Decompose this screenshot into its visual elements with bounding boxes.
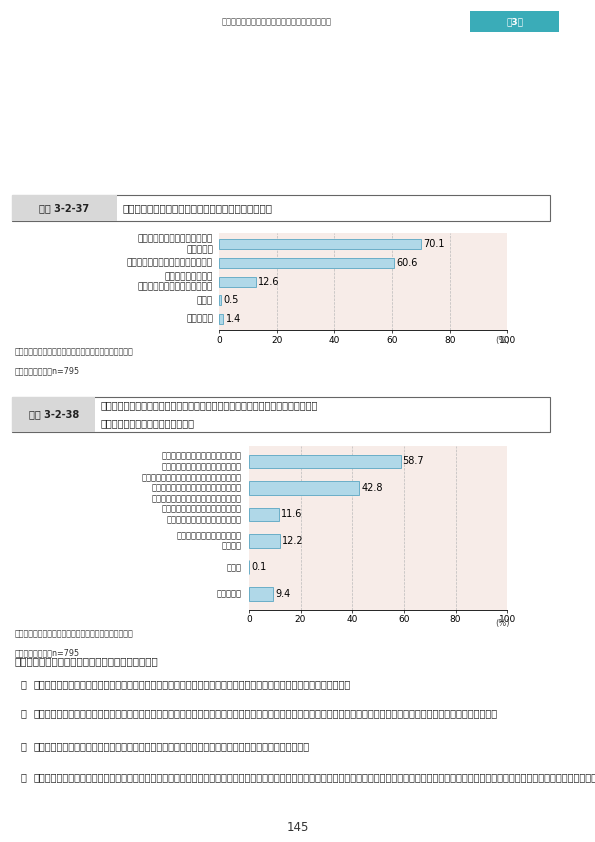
- Bar: [249, 508, 279, 521]
- Text: いかなる理由でも開示しては
いけない: いかなる理由でも開示しては いけない: [177, 531, 242, 551]
- Text: 60.6: 60.6: [396, 258, 418, 268]
- Bar: [219, 277, 255, 286]
- Bar: [219, 239, 421, 249]
- Text: ・: ・: [20, 708, 26, 718]
- Text: ｜: ｜: [472, 17, 478, 26]
- Bar: [249, 534, 280, 548]
- Text: わからない: わからない: [186, 315, 213, 323]
- Text: 12.2: 12.2: [283, 536, 304, 546]
- Text: 注：複数回答、n=795: 注：複数回答、n=795: [15, 366, 80, 376]
- FancyBboxPatch shape: [470, 11, 559, 32]
- Text: 0.5: 0.5: [223, 296, 239, 306]
- Bar: [249, 455, 400, 468]
- Text: (%): (%): [496, 619, 510, 628]
- Text: その他: その他: [227, 562, 242, 572]
- Text: 資料：国土交通省「土地問題に関する国民の意識調査」: 資料：国土交通省「土地問題に関する国民の意識調査」: [15, 629, 134, 638]
- Text: ・: ・: [20, 741, 26, 751]
- Text: 1.4: 1.4: [226, 314, 241, 324]
- Text: 「一般に開示されてはいけない」と回答した者にどういった主体に対してであれば: 「一般に開示されてはいけない」と回答した者にどういった主体に対してであれば: [101, 401, 318, 410]
- Text: 一般への開示に反対の者でも、「行政機関に対して（公共事業のために必要があるときに）」や「地域の自治会等に対して（害悪が発生し、所有者に連絡をとる必要があるときに: 一般への開示に反対の者でも、「行政機関に対して（公共事業のために必要があるときに…: [34, 772, 595, 782]
- Bar: [219, 258, 394, 268]
- Text: 図表 3-2-37: 図表 3-2-37: [39, 203, 89, 213]
- Text: 注：複数回答、n=795: 注：複数回答、n=795: [15, 648, 80, 658]
- Text: (%): (%): [496, 336, 510, 345]
- Text: 9.4: 9.4: [275, 589, 290, 599]
- Text: （土地所有者情報の開示に対する考察結果まとめ）: （土地所有者情報の開示に対する考察結果まとめ）: [15, 656, 159, 666]
- Text: 民間事業者に対して（地域の再開発
事業のために必要があるときに）: 民間事業者に対して（地域の再開発 事業のために必要があるときに）: [162, 504, 242, 524]
- Text: その他: その他: [197, 296, 213, 305]
- Text: 「一般に開示されてはいけない」と回答した者の理由: 「一般に開示されてはいけない」と回答した者の理由: [123, 203, 273, 213]
- Text: 地域の自治会等に対して（土地が放置され、
管理されないことにより害悪が発生し、
所有者に連絡をとる必要があるときに）: 地域の自治会等に対して（土地が放置され、 管理されないことにより害悪が発生し、 …: [142, 473, 242, 503]
- Text: 11.6: 11.6: [281, 509, 302, 520]
- Text: 145: 145: [286, 821, 309, 834]
- Text: 58.7: 58.7: [403, 456, 424, 466]
- Text: わからない: わからない: [217, 589, 242, 599]
- Bar: [219, 314, 223, 324]
- FancyBboxPatch shape: [12, 195, 550, 221]
- Text: 42.8: 42.8: [362, 483, 383, 493]
- Text: ・: ・: [20, 679, 26, 689]
- Text: 開示してよいかの質問に対する結果: 開示してよいかの質問に対する結果: [101, 418, 195, 428]
- Text: 土地の所有者情報の
開示にメリットを感じないため: 土地の所有者情報の 開示にメリットを感じないため: [138, 272, 213, 291]
- Text: 開示されてもよい理由は「土地が放置され、管理されないことにより害悪が発生した場合、所有者に連絡を取る必要があるため」とする回答が約７割と最も高い結果となった。: 開示されてもよい理由は「土地が放置され、管理されないことにより害悪が発生した場合…: [34, 708, 498, 718]
- FancyBboxPatch shape: [12, 397, 550, 432]
- Text: 第3章: 第3章: [506, 17, 523, 26]
- FancyBboxPatch shape: [12, 195, 117, 221]
- Text: 他方、開示に反対の者の理由は、プライバシーの侵害とトラブルが起きることを懸念している点にある。: 他方、開示に反対の者の理由は、プライバシーの侵害とトラブルが起きることを懸念して…: [34, 741, 310, 751]
- Text: 所有者不明土地問題を取り巻く国民の意識と対応: 所有者不明土地問題を取り巻く国民の意識と対応: [221, 17, 331, 26]
- Bar: [219, 296, 221, 305]
- Text: 行政機関に対して（道路や公園等の
公共事業のため必要があるときに）: 行政機関に対して（道路や公園等の 公共事業のため必要があるときに）: [162, 452, 242, 472]
- Bar: [249, 587, 273, 600]
- Text: トラブルが起きると予想されるため: トラブルが起きると予想されるため: [127, 258, 213, 268]
- Text: ・: ・: [20, 772, 26, 782]
- Text: 資料：国土交通省「土地問題に関する国民の意識調査」: 資料：国土交通省「土地問題に関する国民の意識調査」: [15, 347, 134, 356]
- Text: 12.6: 12.6: [258, 277, 279, 286]
- FancyBboxPatch shape: [12, 397, 95, 432]
- Text: プライバシーの侵害にあたると
考えるため: プライバシーの侵害にあたると 考えるため: [138, 235, 213, 254]
- Text: 図表 3-2-38: 図表 3-2-38: [29, 409, 79, 419]
- Text: 土
地
に
関
す
る
動
向: 土 地 に 関 す る 動 向: [570, 328, 575, 439]
- Text: 国民の約３分の１が「所有者情報は一般に開示されてもよい」と回答しているが、約半数は一般への開示に反対である。: 国民の約３分の１が「所有者情報は一般に開示されてもよい」と回答しているが、約半数…: [34, 679, 351, 689]
- Bar: [249, 481, 359, 495]
- Text: 70.1: 70.1: [424, 239, 445, 249]
- Text: 0.1: 0.1: [251, 562, 267, 573]
